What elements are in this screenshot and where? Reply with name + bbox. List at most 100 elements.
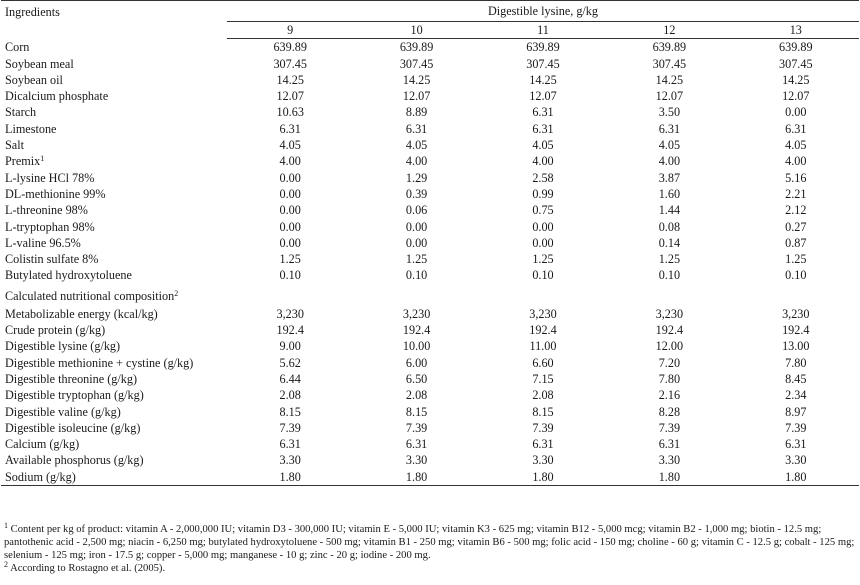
table-cell-value: 1.80 (479, 468, 607, 487)
table-cell-value: 4.05 (532, 138, 554, 153)
table-cell-value: 192.4 (529, 323, 557, 338)
table-cell-value: 2.58 (532, 170, 554, 185)
table-cell-value: 6.31 (785, 121, 807, 136)
table-cell-value: 1.25 (532, 252, 554, 267)
table-cell-value: 0.06 (405, 203, 428, 218)
row-label: Salt (1, 137, 227, 153)
table-cell-value: 1.80 (353, 468, 480, 487)
table-cell-value: 639.89 (526, 40, 560, 55)
level-header: 13 (732, 20, 859, 40)
table-cell-value: 11.00 (529, 339, 557, 354)
row-label: Digestible isoleucine (g/kg) (1, 420, 227, 436)
table-row: Crude protein (g/kg) 192.4 192.4 192.4 192.4… (1, 322, 859, 338)
table-row: Premix1 4.00 4.00 4.00 4.00 4.00 (1, 153, 859, 169)
table-cell-value: 192.4 (276, 323, 304, 338)
table-cell-value: 8.15 (279, 404, 301, 419)
row-label: Digestible valine (g/kg) (1, 404, 227, 420)
table-row: Available phosphorus (g/kg) 3.30 3.30 3.30 3… (1, 452, 859, 468)
table-cell-value: 12.00 (655, 339, 684, 354)
row-label-text: Digestible tryptophan (g/kg) (5, 388, 144, 403)
table-cell-value: 0.87 (785, 235, 807, 250)
table-cell-value: 12.07 (782, 89, 810, 104)
level-header: 12 (606, 20, 733, 40)
table-cell-value: 6.31 (532, 437, 554, 452)
table-cell-value: 4.05 (405, 138, 428, 153)
table-cell-value: 12.07 (402, 89, 431, 104)
row-label-text: Soybean oil (5, 72, 63, 87)
row-label-text: Starch (5, 105, 37, 120)
diet-composition-table-container: Ingredients Digestible lysine, g/kg 9 10… (1, 0, 859, 487)
table-cell-value: 8.89 (405, 105, 428, 120)
row-label-text: Butylated hydroxytoluene (5, 268, 132, 283)
table-cell-value: 7.20 (658, 355, 681, 370)
ingredients-body: Corn 639.89 639.89 639.89 639.89 639.89 Soybea… (1, 39, 859, 284)
table-cell-value: 6.31 (279, 437, 301, 452)
table-cell-value: 1.25 (405, 252, 428, 267)
table-row: Limestone 6.31 6.31 6.31 6.31 6.31 (1, 121, 859, 137)
level-header: 11 (479, 20, 607, 40)
row-label-text: Soybean meal (5, 56, 74, 71)
table-row: DL-methionine 99% 0.00 0.39 0.99 1.60 2.21 (1, 186, 859, 202)
row-label: Metabolizable energy (kcal/kg) (1, 306, 227, 322)
table-row: Metabolizable energy (kcal/kg) 3,230 3,230… (1, 306, 859, 322)
table-cell-value: 8.15 (532, 404, 554, 419)
table-cell-value: 2.12 (785, 203, 807, 218)
table-cell-value: 0.08 (658, 219, 681, 234)
row-label: L-valine 96.5% (1, 235, 227, 251)
table-cell-value: 13.00 (782, 339, 810, 354)
row-label-text: Digestible threonine (g/kg) (5, 371, 137, 386)
table-cell-value: 3.87 (658, 170, 681, 185)
row-label-text: Salt (5, 138, 24, 153)
table-cell-value: 1.80 (227, 468, 354, 487)
table-cell-value: 0.99 (532, 186, 554, 201)
row-label: Corn (1, 39, 227, 56)
table-cell-value: 0.10 (785, 268, 807, 283)
table-cell-value: 1.25 (658, 252, 681, 267)
table-cell-value: 3.50 (658, 105, 681, 120)
row-label-text: Premix (5, 154, 41, 169)
section-heading-text: Calculated nutritional composition (5, 288, 175, 303)
table-cell-value: 4.00 (785, 154, 807, 169)
table-row: L-threonine 98% 0.00 0.06 0.75 1.44 2.12 (1, 202, 859, 218)
section-heading-row: Calculated nutritional composition2 (1, 284, 859, 306)
row-label: Digestible methionine + cystine (g/kg) (1, 355, 227, 371)
table-cell-value: 6.31 (658, 437, 681, 452)
row-label: Dicalcium phosphate (1, 88, 227, 104)
table-cell-value: 0.00 (279, 203, 301, 218)
table-cell-value: 0.00 (279, 186, 301, 201)
row-label: L-threonine 98% (1, 202, 227, 218)
table-cell-value: 0.00 (785, 105, 807, 120)
table-cell-value: 14.25 (655, 72, 684, 87)
table-row: Butylated hydroxytoluene 0.10 0.10 0.10 0.10… (1, 267, 859, 283)
row-label-text: L-threonine 98% (5, 203, 88, 218)
row-label: Premix1 (1, 153, 227, 169)
footnote-marker: 1 (4, 521, 8, 530)
table-cell-value: 4.00 (279, 154, 301, 169)
row-label: Digestible tryptophan (g/kg) (1, 387, 227, 403)
level-header: 10 (353, 20, 480, 40)
table-cell-value: 192.4 (655, 323, 684, 338)
row-label: DL-methionine 99% (1, 186, 227, 202)
table-cell-value: 7.15 (532, 371, 554, 386)
table-cell-value: 3,230 (276, 306, 304, 321)
table-cell-value: 1.29 (405, 170, 428, 185)
table-cell-value: 3,230 (529, 306, 557, 321)
row-label: Limestone (1, 121, 227, 137)
level-header: 9 (227, 20, 354, 40)
table-cell-value: 5.16 (785, 170, 807, 185)
row-label-text: DL-methionine 99% (5, 186, 106, 201)
table-cell-value: 1.25 (279, 252, 301, 267)
table-row: Corn 639.89 639.89 639.89 639.89 639.89 (1, 39, 859, 56)
table-cell-value: 639.89 (399, 40, 434, 55)
table-cell-value: 6.60 (532, 355, 554, 370)
table-cell-value: 14.25 (529, 72, 557, 87)
table-cell-value: 0.10 (279, 268, 301, 283)
row-label-text: Metabolizable energy (kcal/kg) (5, 306, 158, 321)
row-label: Butylated hydroxytoluene (1, 267, 227, 283)
table-cell-value: 1.80 (606, 468, 733, 487)
table-cell-value: 3.30 (532, 453, 554, 468)
table-row: Digestible valine (g/kg) 8.15 8.15 8.15 8.28… (1, 404, 859, 420)
table-cell-value: 6.44 (279, 371, 301, 386)
table-cell-value: 639.89 (779, 40, 813, 55)
table-cell-value: 0.00 (279, 170, 301, 185)
